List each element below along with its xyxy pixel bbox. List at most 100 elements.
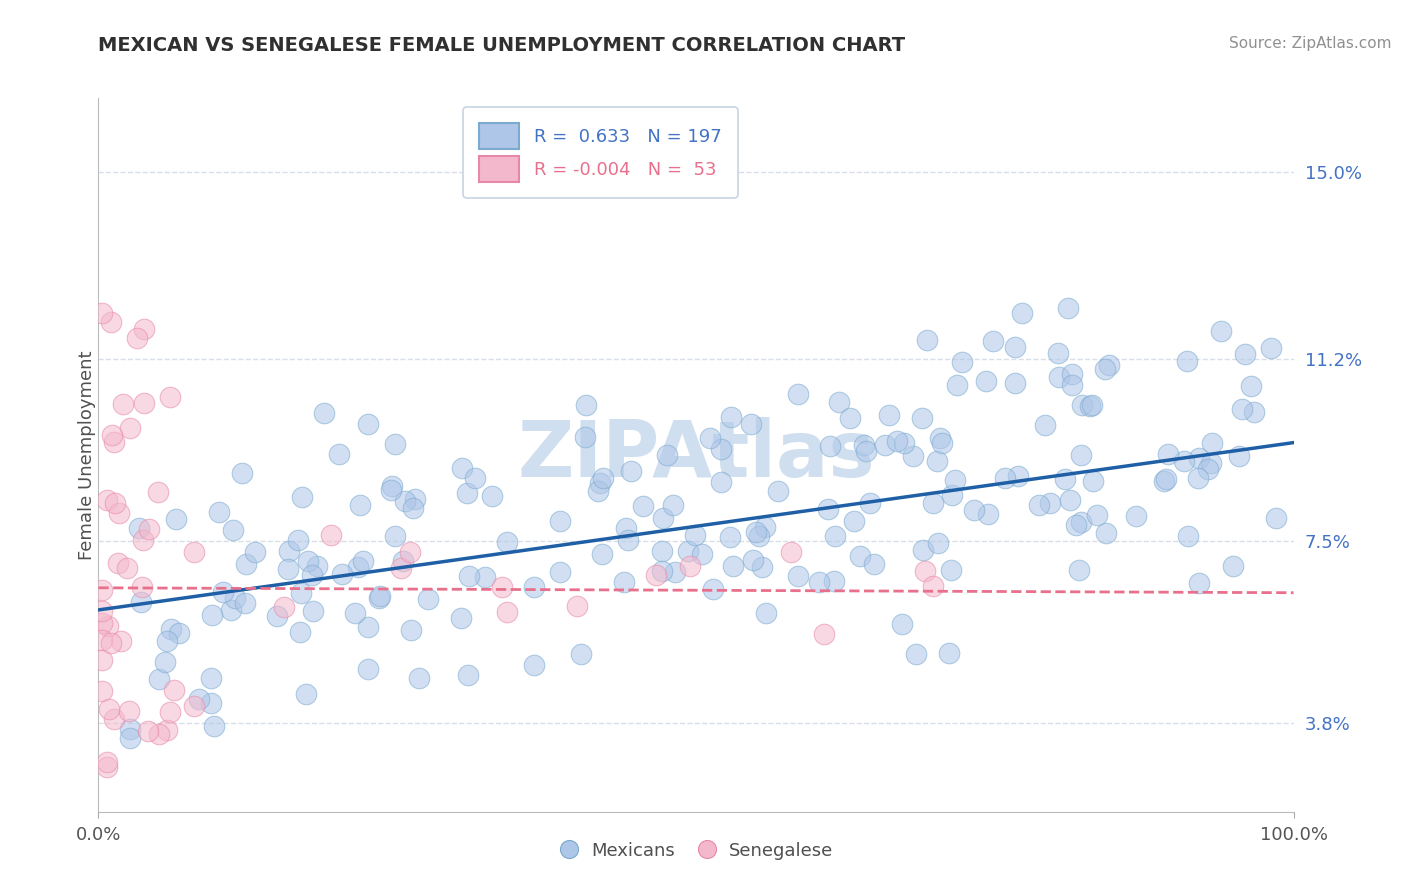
Point — [91, 306, 114, 320]
Point — [148, 727, 170, 741]
Point — [651, 510, 673, 524]
Point — [1209, 324, 1232, 338]
Point — [233, 596, 256, 610]
Point — [495, 605, 517, 619]
Point — [100, 428, 122, 442]
Point — [1243, 405, 1265, 419]
Point — [474, 570, 496, 584]
Point — [128, 521, 150, 535]
Point — [702, 582, 724, 596]
Point — [243, 545, 266, 559]
Point — [1188, 575, 1211, 590]
Point — [1004, 376, 1026, 390]
Point — [1175, 354, 1198, 368]
Point — [495, 535, 517, 549]
Point — [548, 565, 571, 579]
Point — [1046, 345, 1069, 359]
Point — [1081, 398, 1104, 412]
Point — [751, 559, 773, 574]
Point — [450, 611, 472, 625]
Point — [295, 687, 318, 701]
Point — [678, 558, 700, 573]
Point — [384, 436, 406, 450]
Point — [451, 460, 474, 475]
Point — [877, 408, 900, 422]
Point — [766, 483, 789, 498]
Point — [523, 658, 546, 673]
Point — [464, 471, 486, 485]
Point — [1157, 447, 1180, 461]
Point — [132, 322, 155, 336]
Point — [1188, 450, 1211, 465]
Point — [96, 493, 118, 508]
Point — [921, 496, 943, 510]
Point — [91, 582, 114, 597]
Point — [380, 483, 402, 497]
Point — [613, 574, 636, 589]
Text: MEXICAN VS SENEGALESE FEMALE UNEMPLOYMENT CORRELATION CHART: MEXICAN VS SENEGALESE FEMALE UNEMPLOYMEN… — [98, 36, 905, 54]
Point — [963, 503, 986, 517]
Point — [1125, 509, 1147, 524]
Point — [91, 616, 114, 631]
Point — [548, 514, 571, 528]
Point — [981, 334, 1004, 348]
Point — [235, 557, 257, 571]
Point — [156, 723, 179, 737]
Point — [481, 489, 503, 503]
Point — [162, 683, 184, 698]
Point — [943, 473, 966, 487]
Point — [692, 547, 714, 561]
Point — [893, 435, 915, 450]
Legend: Mexicans, Senegalese: Mexicans, Senegalese — [551, 835, 841, 867]
Point — [591, 547, 613, 561]
Point — [1173, 454, 1195, 468]
Point — [927, 454, 949, 468]
Point — [588, 475, 610, 490]
Point — [266, 609, 288, 624]
Y-axis label: Female Unemployment: Female Unemployment — [79, 351, 96, 559]
Point — [699, 431, 721, 445]
Point — [211, 584, 233, 599]
Point — [118, 731, 141, 745]
Point — [1098, 358, 1121, 372]
Point — [993, 471, 1015, 485]
Point — [392, 554, 415, 568]
Point — [231, 467, 253, 481]
Point — [1201, 435, 1223, 450]
Point — [328, 447, 350, 461]
Point — [1069, 563, 1091, 577]
Point — [408, 671, 430, 685]
Point — [740, 417, 762, 432]
Point — [631, 500, 654, 514]
Point — [664, 566, 686, 580]
Point — [357, 662, 380, 676]
Point — [183, 544, 205, 558]
Point — [1059, 492, 1081, 507]
Point — [343, 606, 366, 620]
Point — [742, 553, 765, 567]
Point — [1007, 468, 1029, 483]
Point — [110, 633, 132, 648]
Point — [886, 434, 908, 448]
Point — [1233, 347, 1256, 361]
Point — [744, 525, 766, 540]
Point — [911, 411, 934, 425]
Point — [853, 437, 876, 451]
Point — [115, 561, 138, 575]
Point — [1199, 456, 1222, 470]
Point — [402, 501, 425, 516]
Point — [103, 712, 125, 726]
Point — [862, 557, 884, 571]
Point — [107, 556, 129, 570]
Point — [1085, 508, 1108, 522]
Point — [779, 545, 801, 559]
Point — [890, 616, 912, 631]
Point — [418, 591, 440, 606]
Point — [357, 620, 380, 634]
Point — [842, 514, 865, 528]
Point — [384, 529, 406, 543]
Point — [941, 488, 963, 502]
Point — [710, 442, 733, 456]
Point — [347, 559, 370, 574]
Point — [127, 331, 149, 345]
